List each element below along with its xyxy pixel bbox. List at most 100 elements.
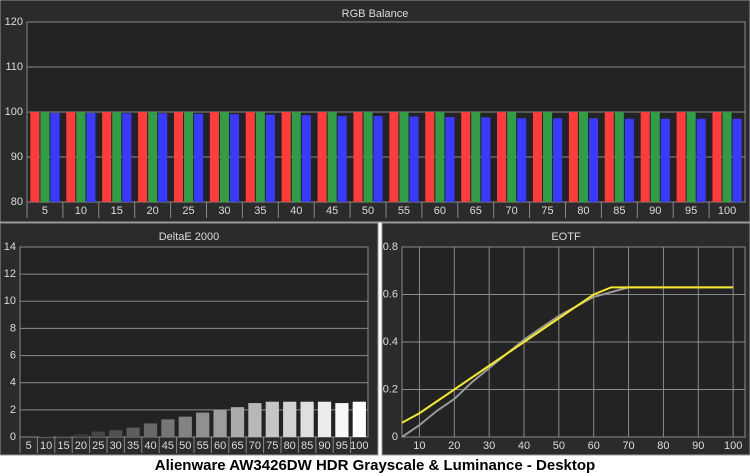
bar: [102, 112, 112, 202]
bar: [624, 118, 634, 202]
y-tick-label: 80: [11, 196, 23, 208]
bar: [335, 403, 349, 437]
chart-title: DeltaE 2000: [159, 231, 220, 243]
x-tick-label: 15: [57, 440, 69, 452]
x-tick-label: 35: [127, 440, 139, 452]
x-tick-label: 25: [92, 440, 104, 452]
bar: [317, 401, 332, 437]
x-tick-label: 55: [197, 440, 209, 452]
x-tick-label: 55: [398, 205, 410, 217]
bar: [283, 401, 297, 437]
x-tick-label: 10: [75, 205, 87, 217]
bar: [122, 113, 132, 202]
x-tick-label: 40: [144, 440, 156, 452]
x-tick-label: 30: [110, 440, 122, 452]
bar: [265, 114, 275, 202]
bar: [327, 112, 337, 202]
x-tick-label: 75: [541, 205, 553, 217]
x-tick-label: 40: [518, 440, 530, 452]
bar: [291, 112, 301, 202]
bar: [337, 116, 347, 202]
x-tick-label: 80: [284, 440, 296, 452]
x-tick-label: 45: [326, 205, 338, 217]
x-tick-label: 50: [179, 440, 191, 452]
bar: [56, 435, 71, 437]
bar: [507, 112, 517, 202]
y-tick-label: 0: [392, 431, 398, 443]
bar: [138, 112, 148, 202]
bar: [676, 112, 686, 202]
bar: [399, 112, 409, 202]
x-tick-label: 85: [301, 440, 313, 452]
bar: [161, 419, 175, 437]
bar: [245, 112, 255, 202]
x-tick-label: 70: [622, 440, 634, 452]
bar: [686, 112, 696, 202]
bar: [173, 112, 184, 202]
bar: [76, 112, 86, 202]
x-tick-label: 90: [318, 440, 330, 452]
y-tick-label: 0.6: [383, 288, 398, 300]
bar: [435, 112, 445, 202]
y-tick-label: 4: [10, 377, 16, 389]
x-tick-label: 70: [249, 440, 261, 452]
bar: [568, 112, 578, 202]
x-tick-label: 90: [649, 205, 661, 217]
x-tick-label: 60: [434, 205, 446, 217]
x-tick-label: 30: [218, 205, 230, 217]
bar: [66, 112, 76, 202]
bar: [389, 112, 399, 202]
bar: [578, 112, 588, 202]
x-tick-label: 30: [483, 440, 495, 452]
y-tick-label: 120: [5, 16, 23, 28]
bar: [301, 115, 311, 202]
x-tick-label: 15: [111, 205, 123, 217]
x-tick-label: 90: [692, 440, 704, 452]
y-tick-label: 0: [10, 431, 16, 443]
bar: [229, 114, 240, 202]
x-tick-label: 5: [42, 205, 48, 217]
x-tick-label: 65: [470, 205, 482, 217]
x-tick-label: 50: [553, 440, 565, 452]
bar: [39, 435, 53, 437]
bar: [248, 403, 262, 437]
x-tick-label: 10: [40, 440, 52, 452]
bar: [517, 118, 527, 202]
x-tick-label: 100: [724, 440, 742, 452]
bar: [352, 401, 366, 437]
y-tick-label: 8: [10, 322, 16, 334]
bar: [588, 118, 599, 202]
x-tick-label: 75: [266, 440, 278, 452]
x-tick-label: 95: [685, 205, 697, 217]
x-tick-label: 95: [336, 440, 348, 452]
bar: [712, 112, 722, 202]
x-tick-label: 20: [448, 440, 460, 452]
bar: [650, 112, 660, 202]
x-tick-label: 10: [413, 440, 425, 452]
bar: [86, 112, 96, 202]
bar: [445, 116, 455, 202]
x-tick-label: 20: [75, 440, 87, 452]
x-tick-label: 35: [254, 205, 266, 217]
y-tick-label: 0.4: [383, 336, 398, 348]
bar: [481, 117, 491, 202]
bar: [281, 112, 291, 202]
x-tick-label: 60: [214, 440, 226, 452]
x-tick-label: 50: [362, 205, 374, 217]
bar: [373, 116, 383, 202]
x-tick-label: 80: [577, 205, 589, 217]
bar: [722, 112, 732, 202]
y-tick-label: 2: [10, 404, 16, 416]
bar: [471, 112, 481, 202]
bar: [604, 112, 614, 202]
x-tick-label: 100: [718, 205, 736, 217]
bar: [265, 401, 279, 437]
bar: [230, 407, 245, 437]
y-tick-label: 12: [4, 268, 16, 280]
x-tick-label: 60: [588, 440, 600, 452]
bar: [178, 416, 192, 437]
bar: [40, 112, 50, 202]
bar: [74, 434, 88, 437]
x-tick-label: 65: [231, 440, 243, 452]
